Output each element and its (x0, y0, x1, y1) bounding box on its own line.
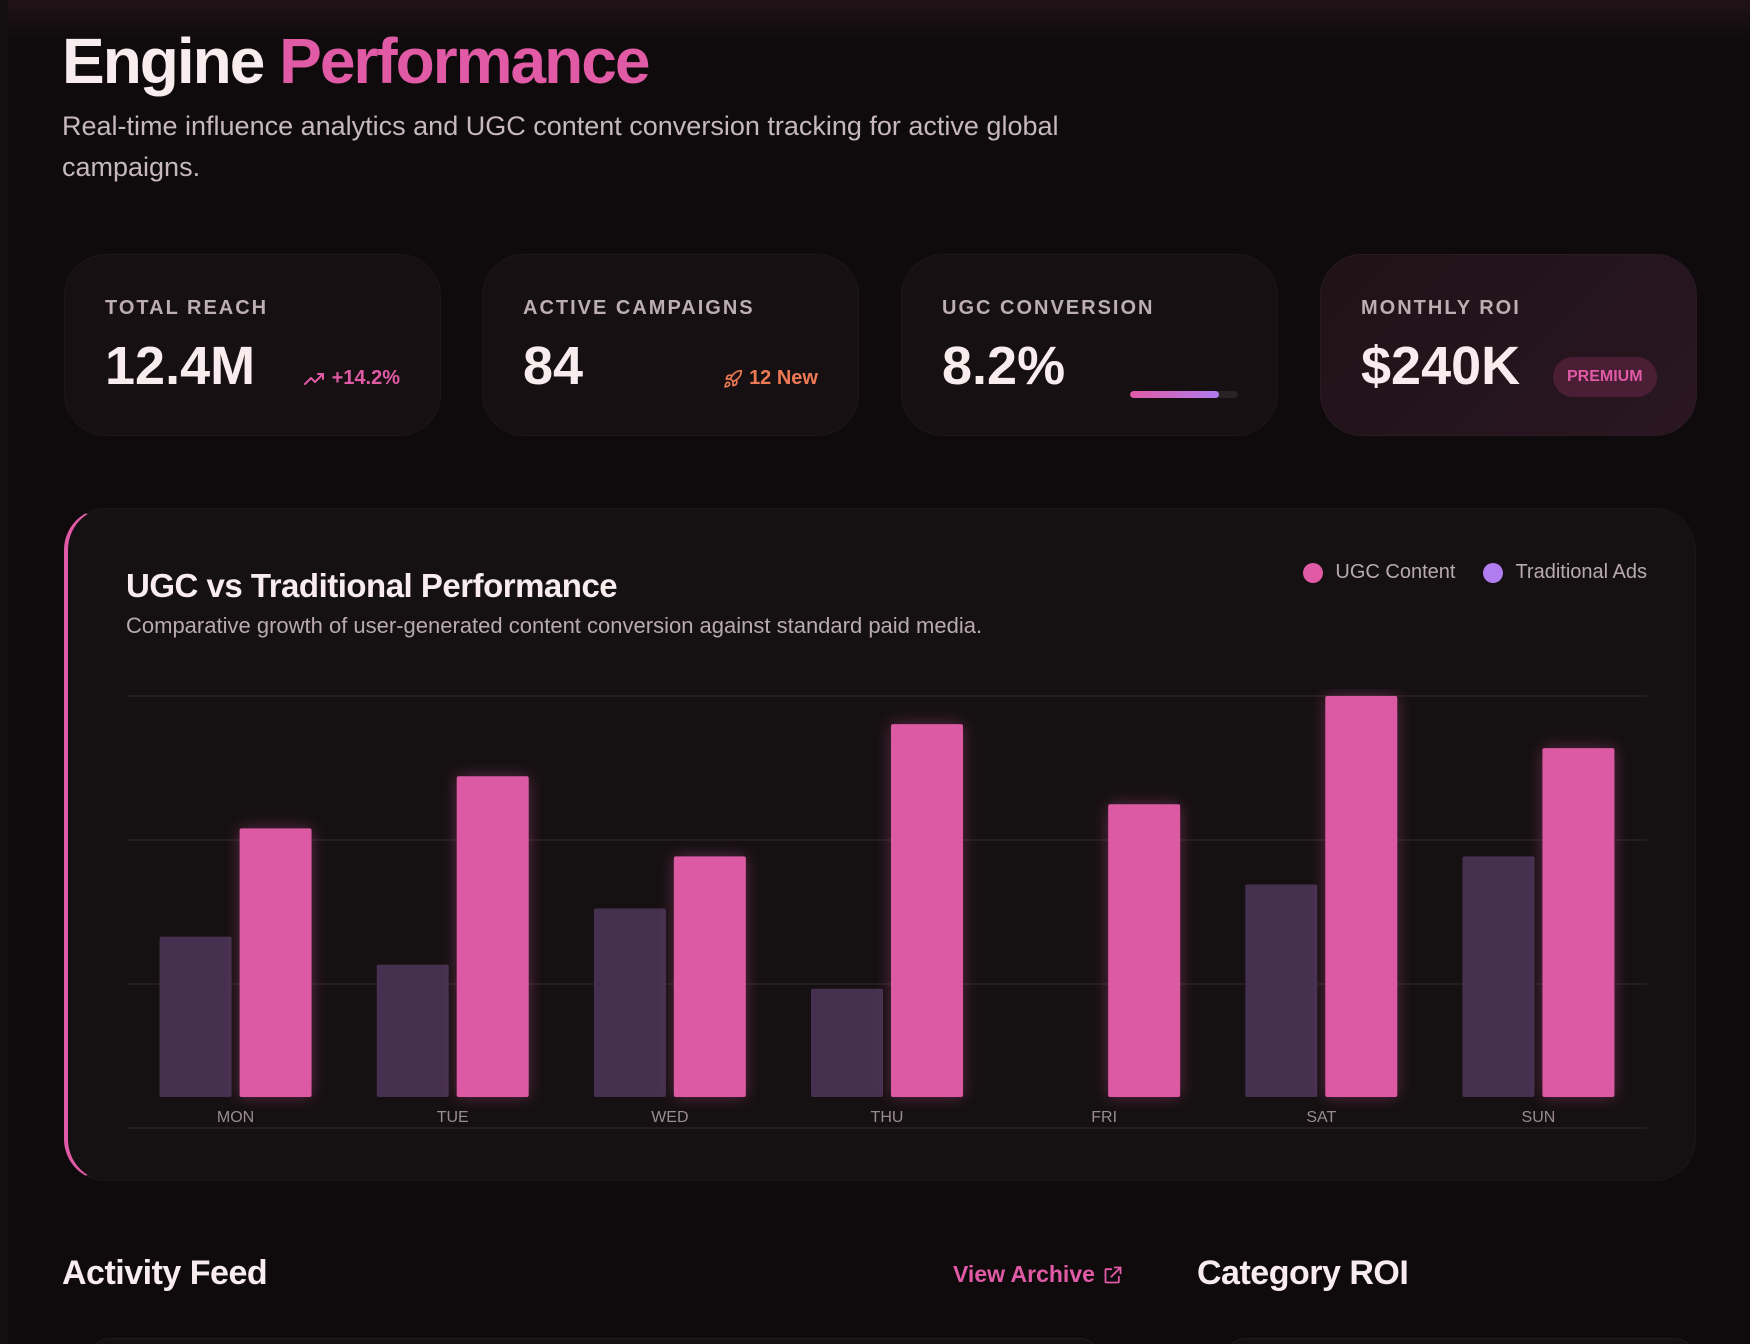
stat-label: TOTAL REACH (105, 297, 269, 319)
bar-ugc-sat[interactable] (1325, 696, 1398, 1097)
chart-title: UGC vs Traditional Performance (126, 567, 618, 604)
x-tick-label: TUE (437, 1109, 469, 1126)
stat-value: 12.4M (105, 336, 256, 396)
x-tick-label: MON (217, 1109, 254, 1126)
legend-item-traditional[interactable]: Traditional Ads (1483, 561, 1647, 584)
title-accent: Performance (279, 25, 650, 97)
bar-ugc-wed[interactable] (673, 856, 746, 1097)
trend-value: +14.2% (331, 367, 400, 389)
premium-badge: PREMIUM (1553, 357, 1657, 397)
stat-value: 84 (523, 336, 584, 396)
legend-label: Traditional Ads (1515, 561, 1647, 583)
legend-dot (1303, 562, 1324, 583)
bar-traditional-sun[interactable] (1462, 856, 1535, 1097)
stat-card-ugc-conversion: UGC CONVERSION 8.2% (901, 254, 1278, 436)
stat-label: MONTHLY ROI (1361, 297, 1521, 319)
legend-label: UGC Content (1335, 561, 1456, 583)
activity-feed-card (90, 1338, 1100, 1344)
stat-value: 8.2% (942, 336, 1066, 396)
stat-card-total-reach: TOTAL REACH 12.4M +14.2% (64, 254, 441, 436)
x-tick-label: SUN (1522, 1109, 1556, 1126)
stat-value: $240K (1361, 336, 1521, 396)
performance-chart-card: UGC vs Traditional Performance Comparati… (64, 508, 1696, 1181)
top-glow (0, 0, 1750, 40)
legend-dot (1483, 562, 1504, 583)
bar-traditional-mon[interactable] (159, 936, 232, 1097)
view-archive-label: View Archive (953, 1261, 1095, 1287)
bar-ugc-sun[interactable] (1542, 748, 1615, 1097)
new-badge: 12 New (723, 367, 818, 390)
chart-legend: UGC Content Traditional Ads (1303, 561, 1647, 584)
bar-chart: MON TUE WED THU FRI SAT SUN (127, 695, 1647, 1129)
bar-traditional-wed[interactable] (593, 908, 666, 1097)
page-title: Engine Performance (62, 24, 650, 98)
stat-label: UGC CONVERSION (942, 297, 1155, 319)
page-subtitle: Real-time influence analytics and UGC co… (62, 111, 1059, 182)
x-tick-label: WED (651, 1109, 688, 1126)
progress-fill (1130, 391, 1219, 398)
external-link-icon (1104, 1266, 1122, 1283)
conversion-progress-bar (1130, 391, 1238, 398)
x-tick-label: THU (871, 1109, 904, 1126)
bar-ugc-fri[interactable] (1108, 804, 1181, 1097)
bar-ugc-tue[interactable] (456, 776, 529, 1097)
trending-up-icon (303, 372, 324, 385)
bar-ugc-thu[interactable] (891, 724, 963, 1097)
rocket-icon (724, 369, 743, 388)
legend-item-ugc[interactable]: UGC Content (1303, 561, 1455, 584)
category-roi-card (1225, 1338, 1695, 1344)
bar-ugc-mon[interactable] (239, 828, 312, 1097)
window-edge (0, 0, 8, 1344)
chart-subtitle: Comparative growth of user-generated con… (126, 613, 983, 638)
view-archive-link[interactable]: View Archive (953, 1261, 1123, 1288)
stat-card-monthly-roi: MONTHLY ROI $240K PREMIUM (1320, 254, 1697, 436)
category-roi-title: Category ROI (1197, 1254, 1409, 1292)
trend-badge: +14.2% (303, 367, 400, 390)
new-count: 12 New (749, 367, 818, 389)
bar-traditional-sat[interactable] (1245, 884, 1318, 1097)
x-tick-label: SAT (1306, 1109, 1336, 1126)
bar-traditional-thu[interactable] (811, 988, 883, 1097)
x-tick-label: FRI (1091, 1109, 1117, 1126)
activity-feed-title: Activity Feed (62, 1254, 268, 1292)
title-main: Engine (62, 25, 265, 97)
bar-traditional-tue[interactable] (376, 964, 449, 1097)
stat-label: ACTIVE CAMPAIGNS (523, 297, 755, 319)
stat-card-active-campaigns: ACTIVE CAMPAIGNS 84 12 New (482, 254, 859, 436)
